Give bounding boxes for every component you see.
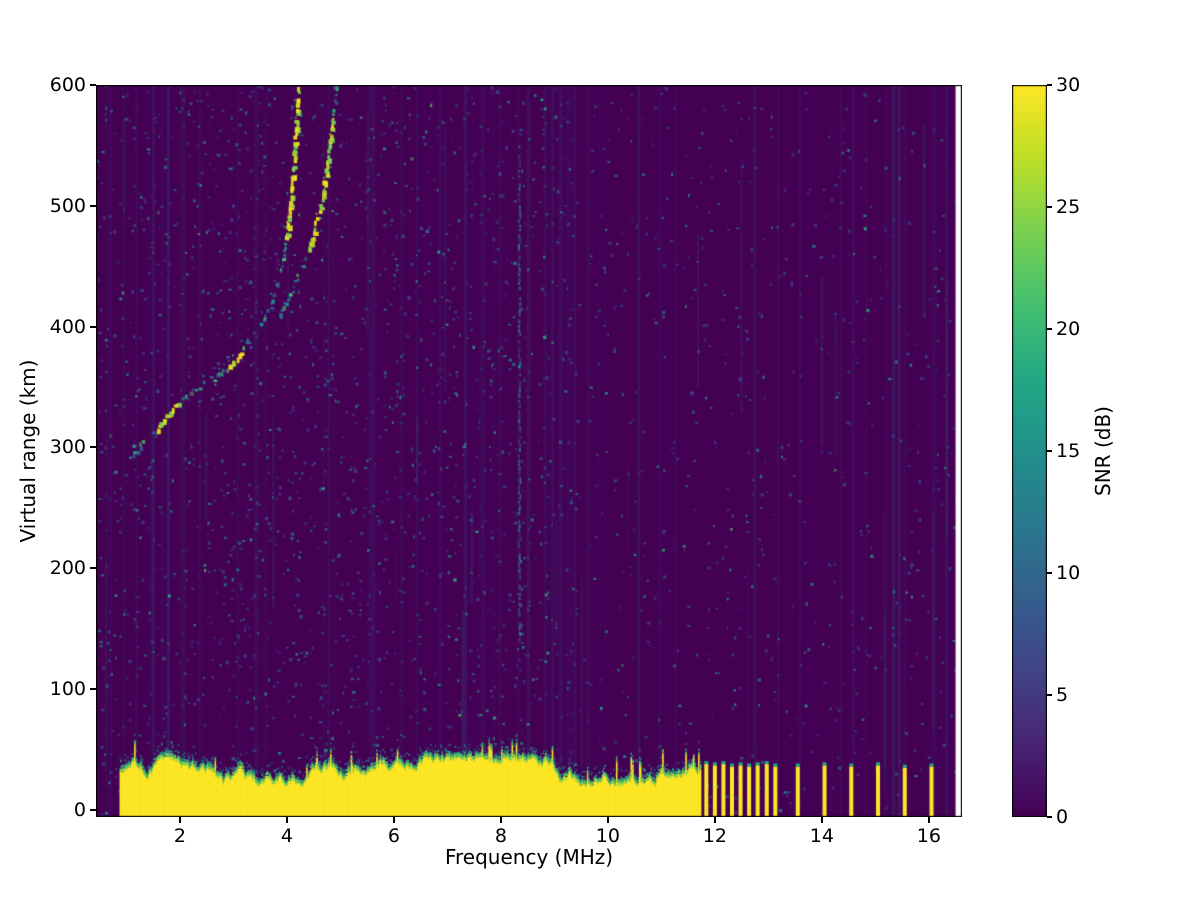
colorbar-tick-label: 25 (1056, 196, 1081, 218)
colorbar-tick-mark (1047, 816, 1052, 818)
snr-colorbar (1012, 85, 1047, 817)
y-tick-label: 600 (49, 74, 86, 96)
x-tick-label: 10 (595, 825, 620, 847)
y-tick-label: 500 (49, 194, 86, 217)
y-tick-label: 200 (49, 557, 86, 580)
x-tick-mark (178, 817, 181, 823)
y-tick-mark (90, 84, 96, 86)
x-tick-mark (606, 817, 609, 823)
x-tick-label: 2 (173, 825, 187, 847)
x-tick-label: 14 (809, 825, 834, 847)
colorbar-tick-label: 15 (1056, 440, 1081, 462)
colorbar-tick-mark (1047, 84, 1052, 86)
x-tick-mark (285, 817, 288, 823)
x-tick-mark (713, 817, 716, 823)
x-tick-label: 16 (916, 825, 941, 847)
colorbar-tick-mark (1047, 450, 1052, 452)
x-tick-label: 6 (387, 825, 400, 847)
y-tick-mark (90, 325, 96, 328)
y-tick-label: 100 (49, 678, 86, 701)
y-tick-mark (90, 688, 96, 691)
y-tick-mark (90, 567, 96, 570)
colorbar-tick-label: 5 (1056, 684, 1069, 706)
y-tick-label: 0 (73, 798, 86, 821)
colorbar-tick-label: 10 (1056, 562, 1081, 584)
ionogram-heatmap (96, 85, 962, 817)
colorbar-tick-label: 30 (1056, 74, 1081, 96)
colorbar-tick-mark (1047, 328, 1052, 330)
y-tick-label: 300 (49, 436, 86, 459)
colorbar-tick-mark (1047, 572, 1052, 574)
y-tick-mark (90, 204, 96, 207)
colorbar-tick-label: 20 (1056, 318, 1081, 340)
x-axis-label: Frequency (MHz) (444, 845, 614, 869)
colorbar-tick-mark (1047, 206, 1052, 208)
x-tick-mark (392, 817, 395, 823)
colorbar-tick-label: 0 (1056, 806, 1069, 828)
colorbar-tick-mark (1047, 694, 1052, 696)
x-tick-label: 12 (702, 825, 727, 847)
x-tick-mark (499, 817, 502, 823)
x-tick-label: 8 (494, 825, 507, 847)
x-tick-mark (927, 817, 930, 823)
x-tick-mark (820, 817, 823, 823)
y-tick-label: 400 (49, 315, 86, 338)
colorbar-label: SNR (dB) (1091, 406, 1115, 496)
y-tick-mark (90, 808, 96, 811)
x-tick-label: 4 (280, 825, 293, 847)
y-tick-mark (90, 446, 96, 449)
